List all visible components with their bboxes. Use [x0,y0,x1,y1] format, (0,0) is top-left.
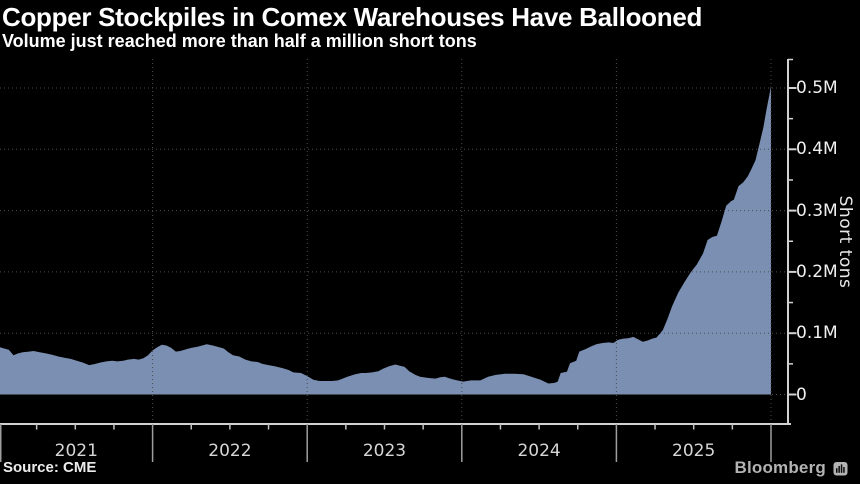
area-series [0,85,771,395]
y-tick-label: 0.2M [796,261,838,282]
x-year-label: 2023 [362,441,407,461]
chart-title: Copper Stockpiles in Comex Warehouses Ha… [2,2,703,32]
bloomberg-logo: Bloomberg [734,458,848,478]
bloomberg-terminal-icon [833,461,848,475]
bloomberg-wordmark: Bloomberg [734,458,826,477]
x-year-label: 2021 [54,441,98,461]
chart-subtitle: Volume just reached more than half a mil… [2,31,477,51]
y-tick-label: 0.1M [796,323,838,344]
x-year-label: 2022 [208,441,252,461]
x-year-label: 2025 [672,441,716,461]
y-tick-label: 0.3M [796,200,838,221]
x-year-label: 2024 [517,441,561,461]
y-tick-label: 0.4M [796,139,838,160]
y-tick-label: 0.5M [796,78,838,98]
y-tick-label: 0 [796,384,807,405]
y-axis-title: Short tons [835,195,855,289]
source-note: Source: CME [3,459,97,476]
